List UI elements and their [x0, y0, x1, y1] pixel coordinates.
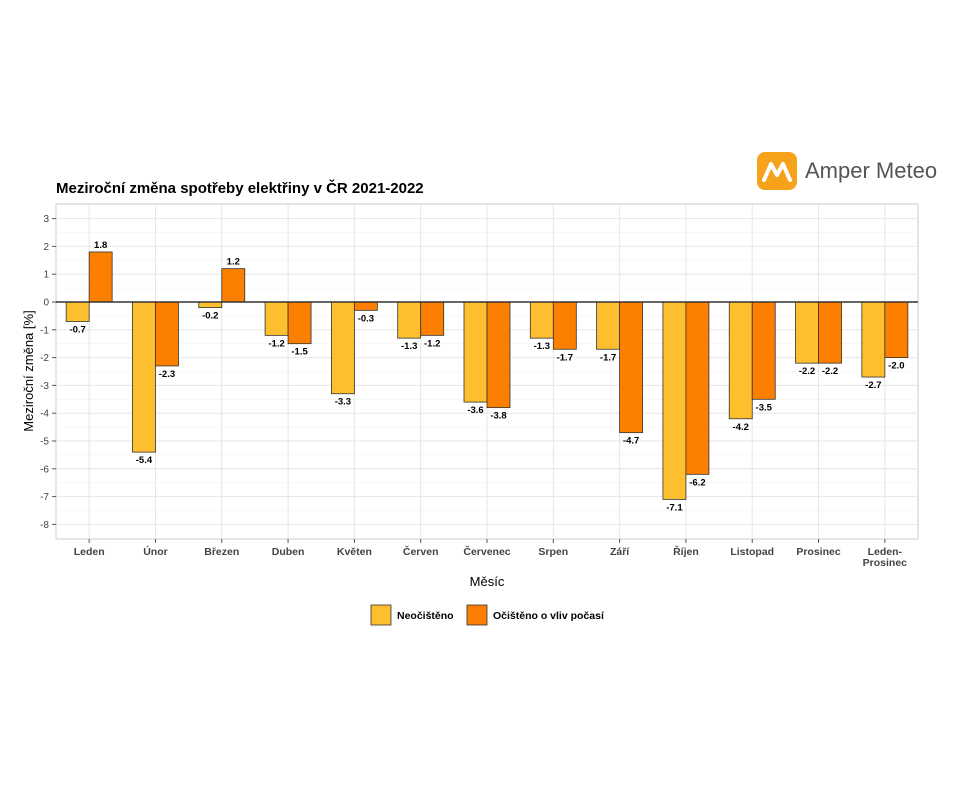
data-label: -2.2	[799, 366, 815, 377]
y-tick-label: -7	[40, 492, 49, 503]
y-tick-label: 3	[43, 214, 49, 225]
y-tick-label: -2	[40, 353, 49, 364]
bar	[529, 301, 554, 339]
data-label: -1.3	[534, 341, 550, 352]
y-axis-label: Meziroční změna [%]	[21, 310, 36, 431]
legend-label: Neočištěno	[397, 610, 454, 622]
y-tick-label: 0	[43, 298, 49, 309]
y-tick-label: -5	[40, 437, 49, 448]
y-tick-label: 2	[43, 242, 49, 253]
x-tick-label: Červen	[403, 545, 439, 558]
bar	[596, 301, 621, 350]
x-tick-label: Leden-Prosinec	[863, 546, 908, 569]
y-tick-label: 1	[43, 270, 49, 281]
x-tick-label: Červenec	[463, 545, 510, 558]
data-label: -5.4	[136, 455, 153, 466]
data-label: -3.8	[490, 411, 506, 422]
bar	[685, 301, 710, 475]
data-label: -3.6	[467, 405, 483, 416]
bar	[88, 251, 113, 303]
data-label: -2.2	[822, 366, 838, 377]
y-tick-label: -6	[40, 464, 49, 475]
bar	[728, 301, 753, 420]
data-label: -1.7	[600, 352, 616, 363]
y-tick-label: -4	[40, 409, 49, 420]
data-label: -3.5	[756, 402, 773, 413]
bar	[751, 301, 776, 400]
bar	[198, 301, 223, 308]
chart-title: Meziroční změna spotřeby elektřiny v ČR …	[56, 179, 424, 197]
data-label: -2.0	[888, 361, 904, 372]
legend-swatch	[370, 604, 392, 626]
bar	[420, 301, 445, 336]
bar	[264, 301, 289, 336]
bar	[795, 301, 819, 364]
x-tick-label: Srpen	[538, 546, 568, 558]
bar	[65, 301, 90, 322]
bar	[486, 301, 511, 409]
x-tick-label: Duben	[272, 546, 305, 558]
data-label: -1.2	[268, 338, 284, 349]
bar	[818, 301, 842, 364]
bar	[132, 301, 156, 453]
data-label: -1.3	[401, 341, 417, 352]
bar	[221, 268, 246, 303]
x-tick-label: Únor	[143, 545, 168, 558]
logo-text: Amper Meteo	[805, 158, 938, 183]
data-label: -1.5	[291, 347, 308, 358]
x-tick-label: Květen	[337, 546, 372, 558]
data-label: -6.2	[689, 477, 705, 488]
data-label: -3.3	[335, 397, 351, 408]
data-label: -4.2	[733, 422, 749, 433]
x-tick-label: Listopad	[730, 546, 774, 558]
amper-meteo-logo: Amper Meteo	[757, 152, 937, 190]
x-tick-label: Březen	[204, 546, 239, 558]
bar	[662, 301, 687, 500]
data-label: -0.3	[358, 313, 374, 324]
y-tick-label: -8	[40, 520, 49, 531]
data-label: -1.7	[557, 352, 573, 363]
bar	[287, 301, 312, 345]
data-label: -2.7	[865, 380, 881, 391]
x-axis-label: Měsíc	[470, 574, 505, 589]
bar	[330, 301, 355, 395]
data-label: 1.2	[227, 257, 240, 268]
bar	[463, 301, 488, 403]
data-label: 1.8	[94, 240, 107, 251]
data-label: -2.3	[159, 369, 175, 380]
x-tick-label: Leden	[74, 546, 105, 558]
bar	[884, 301, 909, 358]
bar	[155, 301, 179, 367]
legend-label: Očištěno o vliv počasí	[493, 610, 605, 622]
bar	[552, 301, 577, 350]
x-tick-label: Říjen	[673, 545, 699, 558]
bar	[397, 301, 422, 339]
data-label: -4.7	[623, 436, 639, 447]
y-tick-label: -1	[40, 325, 49, 336]
bar	[353, 301, 378, 311]
data-label: -7.1	[666, 502, 683, 513]
data-label: -1.2	[424, 338, 440, 349]
legend-swatch	[466, 604, 488, 626]
x-tick-label: Září	[610, 546, 630, 558]
bar	[619, 301, 644, 434]
x-tick-label: Prosinec	[796, 546, 841, 558]
data-label: -0.2	[202, 311, 218, 322]
data-label: -0.7	[69, 324, 85, 335]
y-tick-label: -3	[40, 381, 49, 392]
bar	[861, 301, 886, 378]
amper-meteo-logo-icon	[757, 152, 797, 190]
